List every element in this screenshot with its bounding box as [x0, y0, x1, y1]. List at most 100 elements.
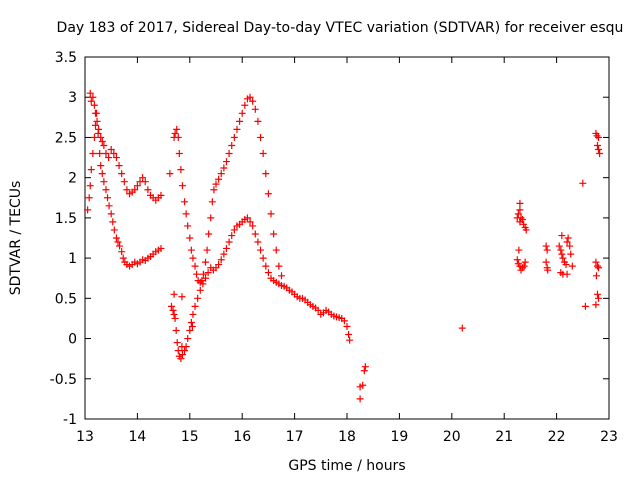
x-tick-label: 16 [233, 429, 251, 445]
data-point-marker [107, 146, 115, 154]
data-point-marker [579, 179, 587, 187]
x-tick-label: 13 [76, 429, 94, 445]
data-point-marker [519, 264, 527, 272]
data-point-marker [568, 262, 576, 270]
data-point-marker [104, 194, 112, 202]
data-point-marker [220, 250, 228, 258]
data-point-marker [102, 150, 110, 158]
data-point-marker [217, 170, 225, 178]
data-point-marker [97, 133, 105, 141]
data-point-marker [262, 262, 270, 270]
data-point-marker [516, 206, 524, 214]
data-point-marker [95, 125, 103, 133]
data-point-marker [172, 327, 180, 335]
data-point-marker [593, 132, 601, 140]
data-point-marker [254, 238, 262, 246]
data-point-marker [215, 261, 223, 269]
data-point-marker [109, 218, 117, 226]
data-point-marker [259, 254, 267, 262]
data-point-marker [189, 310, 197, 318]
data-point-marker [184, 222, 192, 230]
data-point-marker [251, 105, 259, 113]
data-point-marker [314, 306, 322, 314]
data-point-marker [228, 232, 236, 240]
data-point-marker [171, 129, 179, 137]
data-point-marker [592, 272, 600, 280]
data-point-marker [87, 166, 95, 174]
data-point-marker [181, 347, 189, 355]
data-point-marker [249, 97, 257, 105]
data-point-marker [191, 302, 199, 310]
data-point-marker [458, 324, 466, 332]
y-tick-label: 0 [68, 332, 77, 348]
data-point-marker [264, 190, 272, 198]
data-point-marker [191, 262, 199, 270]
data-point-marker [110, 150, 118, 158]
x-axis-label: GPS time / hours [288, 458, 405, 474]
data-point-marker [170, 290, 178, 298]
x-tick-label: 19 [390, 429, 408, 445]
data-point-marker [199, 270, 207, 278]
data-point-marker [542, 242, 550, 250]
data-point-marker [120, 178, 128, 186]
data-point-marker [595, 294, 603, 302]
data-point-marker [118, 170, 126, 178]
data-point-marker [563, 238, 571, 246]
data-point-marker [98, 170, 106, 178]
data-point-marker [262, 170, 270, 178]
data-point-marker [90, 101, 98, 109]
data-point-marker [558, 232, 566, 240]
data-point-marker [254, 117, 262, 125]
data-point-marker [267, 210, 275, 218]
data-point-marker [189, 254, 197, 262]
x-tick-label: 18 [338, 429, 356, 445]
data-point-marker [217, 256, 225, 264]
data-point-marker [340, 317, 348, 325]
data-point-marker [559, 254, 567, 262]
data-point-marker [345, 331, 353, 339]
data-point-marker [517, 214, 525, 222]
y-tick-label: -1 [63, 412, 77, 428]
data-point-marker [115, 162, 123, 170]
data-point-marker [174, 133, 182, 141]
data-point-marker [100, 141, 108, 149]
data-point-marker [544, 266, 552, 274]
data-point-marker [114, 238, 122, 246]
data-point-marker [593, 141, 601, 149]
data-point-marker [144, 186, 152, 194]
y-tick-label: 0.5 [55, 291, 77, 307]
data-point-marker [246, 93, 254, 101]
data-point-marker [567, 250, 575, 258]
data-point-marker [251, 230, 259, 238]
data-point-marker [212, 180, 220, 188]
data-point-marker [196, 278, 204, 286]
data-point-marker [178, 343, 186, 351]
data-point-marker [93, 117, 101, 125]
data-point-marker [203, 246, 211, 254]
data-point-marker [278, 272, 285, 280]
data-point-marker [257, 133, 265, 141]
data-point-marker [194, 294, 202, 302]
data-point-marker [85, 194, 93, 202]
data-point-marker [98, 137, 106, 145]
data-point-marker [178, 293, 186, 301]
data-point-marker [188, 322, 196, 330]
data-point-marker [202, 274, 210, 282]
data-point-marker [208, 198, 216, 206]
plot-frame [84, 56, 610, 420]
data-point-marker [118, 248, 126, 256]
data-point-marker [593, 262, 601, 270]
y-tick-label: 2.5 [55, 130, 77, 146]
data-point-marker [581, 302, 589, 310]
data-point-marker [241, 101, 249, 109]
data-point-marker [196, 286, 204, 294]
data-point-marker [90, 133, 98, 141]
data-point-marker [89, 150, 97, 158]
y-tick-label: 3.5 [55, 50, 77, 66]
data-point-marker [343, 322, 351, 330]
data-point-marker [592, 301, 600, 309]
data-point-marker [243, 214, 251, 222]
x-tick-label: 17 [286, 429, 304, 445]
data-point-marker [141, 178, 149, 186]
